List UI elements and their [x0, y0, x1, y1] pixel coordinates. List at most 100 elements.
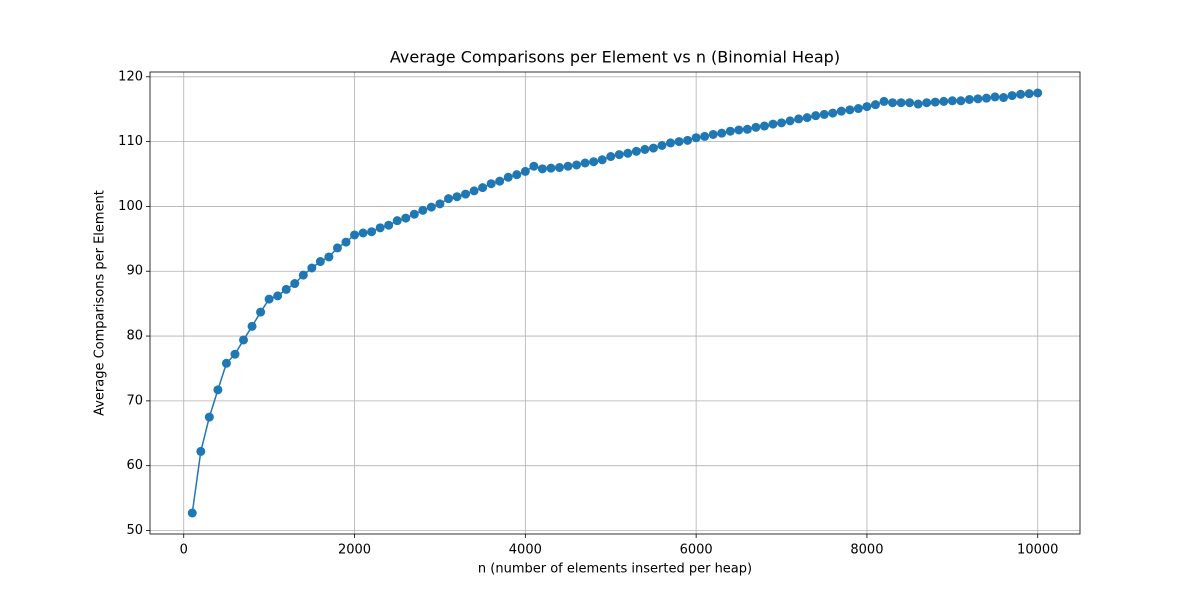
marker: [785, 116, 795, 126]
marker: [836, 106, 846, 116]
x-tick-label: 6000: [680, 543, 713, 558]
marker: [648, 143, 658, 153]
marker: [281, 284, 291, 294]
marker: [520, 166, 530, 176]
marker: [819, 109, 829, 119]
marker: [862, 102, 872, 112]
marker: [879, 96, 889, 106]
marker: [973, 94, 983, 104]
marker: [845, 105, 855, 115]
marker: [469, 186, 479, 196]
marker: [512, 170, 522, 180]
y-tick-label: 50: [126, 523, 143, 538]
marker: [384, 220, 394, 230]
x-tick-label: 4000: [509, 543, 542, 558]
x-tick-label: 0: [180, 543, 188, 558]
marker: [375, 223, 385, 233]
marker: [529, 161, 539, 171]
marker: [239, 335, 249, 345]
marker: [332, 243, 342, 253]
marker: [230, 349, 240, 359]
marker: [435, 199, 445, 209]
marker: [956, 96, 966, 106]
marker: [1007, 91, 1017, 101]
marker: [418, 205, 428, 215]
marker: [452, 192, 462, 202]
marker: [717, 128, 727, 138]
marker: [264, 294, 274, 304]
marker: [401, 213, 411, 223]
marker: [913, 99, 923, 109]
marker: [981, 93, 991, 103]
x-tick-label: 10000: [1017, 543, 1058, 558]
marker: [742, 124, 752, 134]
marker: [802, 113, 812, 123]
marker: [315, 257, 325, 267]
marker: [606, 152, 616, 162]
marker: [580, 158, 590, 168]
marker: [409, 209, 419, 219]
marker: [307, 263, 317, 273]
marker: [939, 96, 949, 106]
marker: [777, 118, 787, 128]
plot-frame: [149, 71, 1081, 535]
marker: [896, 98, 906, 108]
marker: [204, 412, 214, 422]
marker: [503, 172, 513, 182]
marker: [905, 98, 915, 108]
y-tick-label: 80: [126, 329, 143, 344]
marker: [572, 160, 582, 170]
marker: [614, 150, 624, 160]
marker: [640, 144, 650, 154]
marker: [853, 104, 863, 114]
marker: [273, 291, 283, 301]
y-tick-label: 70: [126, 393, 143, 408]
y-tick-label: 120: [118, 69, 143, 84]
marker: [443, 194, 453, 204]
marker: [221, 358, 231, 368]
marker: [725, 126, 735, 136]
marker: [298, 270, 308, 280]
marker: [768, 119, 778, 129]
marker: [426, 202, 436, 212]
marker: [486, 179, 496, 189]
marker: [554, 163, 564, 173]
x-tick-label: 2000: [338, 543, 371, 558]
marker: [691, 133, 701, 143]
marker: [964, 94, 974, 104]
marker: [324, 252, 334, 262]
marker: [563, 161, 573, 171]
marker: [990, 92, 1000, 102]
marker: [358, 228, 368, 238]
marker: [922, 98, 932, 108]
y-axis-label: Average Comparisons per Element: [93, 190, 108, 416]
marker: [930, 97, 940, 107]
marker: [196, 446, 206, 456]
marker: [700, 131, 710, 141]
marker: [341, 237, 351, 247]
marker: [495, 176, 505, 186]
marker: [247, 321, 257, 331]
marker: [213, 385, 223, 395]
marker: [546, 163, 556, 173]
y-tick-label: 100: [118, 199, 143, 214]
marker: [708, 129, 718, 139]
marker: [999, 93, 1009, 103]
marker: [623, 148, 633, 158]
marker: [1016, 89, 1026, 99]
marker: [947, 96, 957, 106]
y-tick-label: 110: [118, 134, 143, 149]
marker: [367, 227, 377, 237]
x-axis-label: n (number of elements inserted per heap): [478, 562, 752, 577]
marker: [794, 114, 804, 124]
marker: [657, 141, 667, 150]
marker: [811, 111, 821, 121]
marker: [1033, 88, 1043, 98]
marker: [187, 508, 197, 518]
y-tick-label: 60: [126, 458, 143, 473]
marker: [674, 137, 684, 147]
marker: [734, 125, 744, 135]
marker: [666, 138, 676, 148]
marker: [478, 183, 488, 193]
